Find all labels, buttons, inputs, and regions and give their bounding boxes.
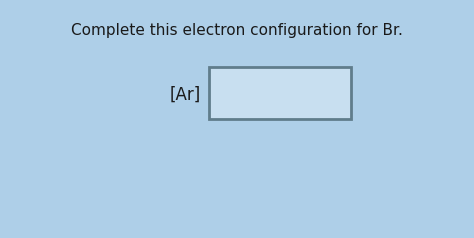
Text: Complete this electron configuration for Br.: Complete this electron configuration for… xyxy=(71,23,403,39)
FancyBboxPatch shape xyxy=(209,67,351,119)
Text: [Ar]: [Ar] xyxy=(169,86,201,104)
